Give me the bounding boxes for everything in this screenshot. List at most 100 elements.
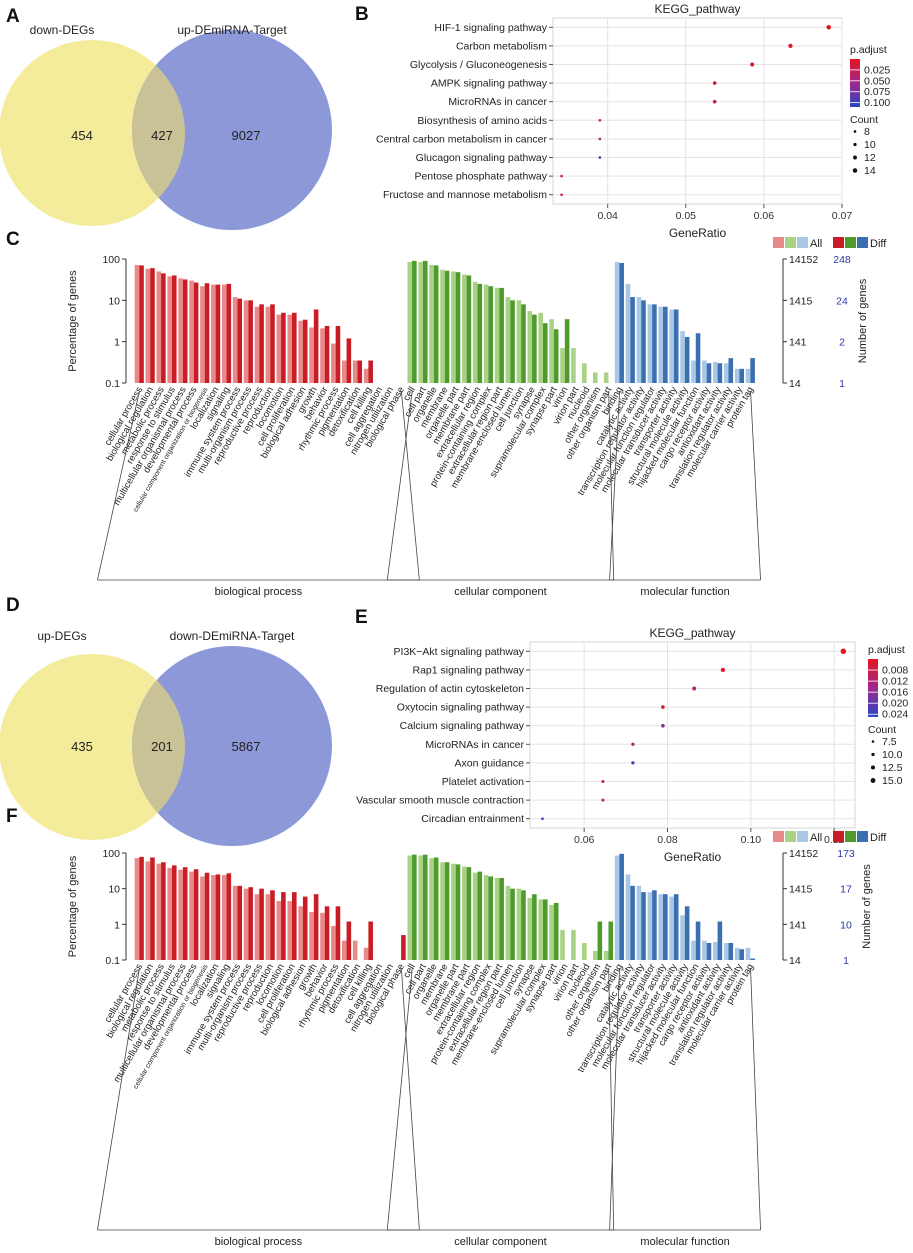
go-legend-all: All xyxy=(810,832,822,844)
kegg-size-dot xyxy=(871,752,875,757)
go-bar-all xyxy=(407,855,413,960)
go-bar-diff xyxy=(663,894,668,960)
venn-d-overlap-region xyxy=(132,680,186,813)
kegg-color-tick: 0.012 xyxy=(882,676,908,688)
go-bar-all xyxy=(658,894,664,960)
go-bar-all xyxy=(341,360,347,383)
go-legend-all-swatch xyxy=(785,237,796,248)
kegg-size-tick: 10.0 xyxy=(882,749,903,761)
go-bar-all xyxy=(571,348,576,383)
go-bar-diff xyxy=(324,906,330,960)
go-ylabel: Percentage of genes xyxy=(67,855,79,957)
go-bar-all xyxy=(472,281,478,383)
go-bar-all xyxy=(352,940,358,960)
go-bar-all xyxy=(549,319,554,383)
go-bar-all xyxy=(571,929,576,960)
kegg-pathway-label: Rap1 signaling pathway xyxy=(413,664,525,676)
kegg-dot xyxy=(560,193,563,196)
go-bar-diff xyxy=(433,265,439,383)
go-bar-all xyxy=(189,871,194,960)
go-bar-all xyxy=(614,261,620,383)
go-bar-all xyxy=(254,306,260,383)
go-bar-diff xyxy=(237,298,243,383)
go-bar-diff xyxy=(717,921,723,960)
kegg-pathway-label: Glucagon signaling pathway xyxy=(416,152,548,164)
kegg-dot xyxy=(598,118,602,122)
go-right-all-tick: 14152 xyxy=(789,848,818,860)
kegg-pathway-label: Regulation of actin cytoskeleton xyxy=(376,683,524,695)
go-bar-diff xyxy=(215,874,221,960)
kegg-pathway-label: HIF-1 signaling pathway xyxy=(434,22,547,34)
kegg-plot-area xyxy=(552,17,843,205)
go-bar-all xyxy=(265,894,271,960)
go-bar-diff xyxy=(641,892,646,960)
go-group-label: molecular function xyxy=(640,1236,729,1248)
venn-d-left-circle xyxy=(0,654,185,840)
go-y-tick: 1 xyxy=(114,337,120,349)
go-bar-diff xyxy=(466,867,472,960)
go-bar-diff xyxy=(204,283,210,383)
go-bar-all xyxy=(636,885,642,960)
go-bar-diff xyxy=(302,319,308,383)
go-bar-all xyxy=(145,268,151,383)
go-bar-all xyxy=(702,360,707,383)
kegg-size-dot xyxy=(853,130,857,133)
kegg-pathway-label: Carbon metabolism xyxy=(456,40,547,52)
go-bar-all xyxy=(429,858,434,960)
kegg-color-tick: 0.075 xyxy=(864,86,890,98)
venn-diagram-a: down-DEGs up-DEmiRNA-Target 454 427 9027 xyxy=(0,23,332,230)
go-y-tick: 0.1 xyxy=(105,378,120,390)
kegg-color-tick: 0.025 xyxy=(864,64,890,76)
kegg-pathway-label: MicroRNAs in cancer xyxy=(425,739,524,751)
kegg-dot xyxy=(541,817,544,820)
go-bar-all xyxy=(702,940,707,960)
go-bar-all xyxy=(734,368,740,383)
venn-d-left-label: up-DEGs xyxy=(37,629,86,643)
go-bar-diff xyxy=(422,854,428,960)
venn-diagram-d: up-DEGs down-DEmiRNA-Target 435 201 5867 xyxy=(0,629,332,846)
go-group-label: cellular component xyxy=(454,1236,546,1248)
go-ylabel-right: Number of genes xyxy=(861,864,873,949)
go-bar-all xyxy=(320,912,325,960)
go-bar-diff xyxy=(248,300,253,383)
venn-a-left-only: 454 xyxy=(71,128,93,143)
go-bar-diff xyxy=(161,862,166,960)
go-bar-all xyxy=(276,314,282,383)
go-bar-diff xyxy=(182,867,188,960)
go-ylabel: Percentage of genes xyxy=(67,270,79,372)
go-bar-diff xyxy=(150,857,155,960)
venn-a-left-circle xyxy=(0,40,185,226)
go-bar-all xyxy=(625,283,631,383)
go-bar-all xyxy=(167,276,172,383)
go-bar-diff xyxy=(739,949,744,960)
go-barchart-f: 100 10 1 0.1 Percentage of genes 14152 173 1415… xyxy=(67,831,887,1248)
go-bar-diff xyxy=(237,885,243,960)
go-y-tick: 0.1 xyxy=(105,955,120,967)
go-bar-diff xyxy=(717,363,723,383)
kegg-size-legend-title: Count xyxy=(850,114,878,126)
go-bar-diff xyxy=(401,935,406,960)
go-bar-diff xyxy=(695,333,701,383)
go-right-all-tick: 1415 xyxy=(789,884,813,896)
panel-label-c: C xyxy=(6,229,20,250)
venn-a-overlap-region xyxy=(131,65,185,198)
go-bar-diff xyxy=(455,272,461,383)
go-bar-all xyxy=(549,904,554,960)
venn-d-left-only: 435 xyxy=(71,739,93,754)
go-legend-all-swatch xyxy=(785,831,796,842)
kegg-pathway-label: Vascular smooth muscle contraction xyxy=(356,795,524,807)
go-bar-diff xyxy=(510,888,515,960)
go-legend-all: All xyxy=(810,238,822,250)
kegg-dot xyxy=(598,156,602,159)
go-right-all-tick: 141 xyxy=(789,337,807,349)
kegg-dot xyxy=(560,174,563,178)
go-right-all-tick: 14 xyxy=(789,378,801,390)
go-group-label: molecular function xyxy=(640,586,729,598)
go-bar-diff xyxy=(739,368,744,383)
kegg-x-tick: 0.05 xyxy=(676,210,697,222)
kegg-color-tick: 0.100 xyxy=(864,97,890,109)
go-bar-all xyxy=(462,274,467,383)
go-bar-all xyxy=(713,362,718,383)
go-bar-diff xyxy=(226,283,232,383)
